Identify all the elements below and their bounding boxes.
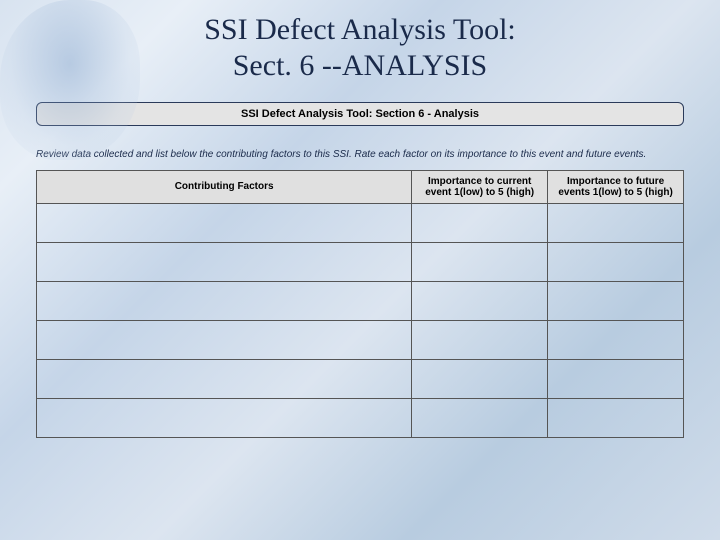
section-label-text: SSI Defect Analysis Tool: Section 6 - An… bbox=[241, 108, 479, 120]
cell bbox=[37, 242, 412, 281]
instructions-text: Review data collected and list below the… bbox=[36, 148, 684, 162]
table-row bbox=[37, 398, 684, 437]
table-header-row: Contributing Factors Importance to curre… bbox=[37, 170, 684, 203]
cell bbox=[37, 320, 412, 359]
cell bbox=[37, 203, 412, 242]
cell bbox=[548, 281, 684, 320]
cell bbox=[37, 359, 412, 398]
table-body bbox=[37, 203, 684, 437]
cell bbox=[548, 242, 684, 281]
table-row bbox=[37, 359, 684, 398]
table-row bbox=[37, 242, 684, 281]
col-contributing-factors: Contributing Factors bbox=[37, 170, 412, 203]
cell bbox=[412, 203, 548, 242]
factors-table-wrap: Contributing Factors Importance to curre… bbox=[36, 170, 684, 438]
cell bbox=[548, 320, 684, 359]
table-row bbox=[37, 281, 684, 320]
cell bbox=[412, 359, 548, 398]
cell bbox=[412, 281, 548, 320]
cell bbox=[548, 359, 684, 398]
table-row bbox=[37, 320, 684, 359]
cell bbox=[412, 398, 548, 437]
title-line1: SSI Defect Analysis Tool: bbox=[204, 13, 516, 46]
table-row bbox=[37, 203, 684, 242]
cell bbox=[548, 398, 684, 437]
title-line2: Sect. 6 --ANALYSIS bbox=[233, 49, 487, 82]
factors-table: Contributing Factors Importance to curre… bbox=[36, 170, 684, 438]
cell bbox=[548, 203, 684, 242]
cell bbox=[37, 281, 412, 320]
col-importance-current: Importance to current event 1(low) to 5 … bbox=[412, 170, 548, 203]
cell bbox=[37, 398, 412, 437]
cell bbox=[412, 320, 548, 359]
col-importance-future: Importance to future events 1(low) to 5 … bbox=[548, 170, 684, 203]
cell bbox=[412, 242, 548, 281]
